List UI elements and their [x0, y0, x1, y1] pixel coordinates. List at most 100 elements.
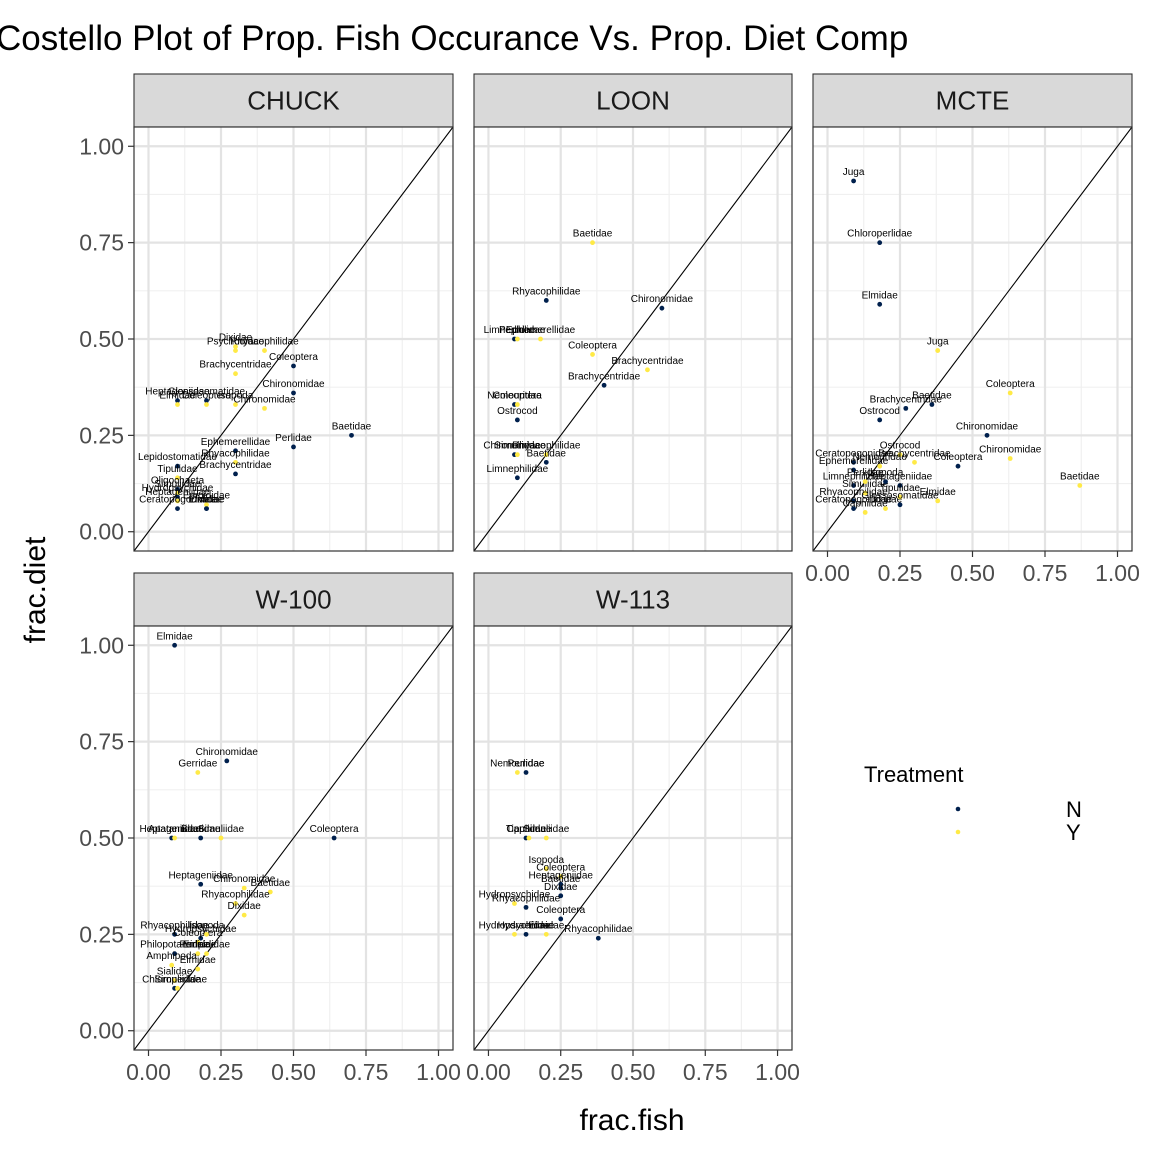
point-label: Chironomidae [233, 394, 296, 405]
data-point [877, 301, 883, 307]
point-label: Chironomidae [631, 294, 694, 305]
point-label: Isopoda [868, 468, 904, 479]
data-point [543, 866, 549, 872]
x-tick-label: 0.50 [611, 1059, 656, 1085]
point-label: Coleoptera [493, 391, 542, 402]
point-label: Coleoptera [269, 352, 318, 363]
point-label: Chironomidae [956, 421, 1019, 432]
point-label: Baetidae [573, 229, 613, 240]
point-label: Lepidostomatidae [138, 452, 217, 463]
data-point [558, 885, 564, 891]
point-label: Perlidae [275, 433, 312, 444]
point-label: Brachycentridae [568, 371, 641, 382]
point-label: Dixidae [869, 495, 903, 506]
data-point [331, 835, 337, 841]
data-point [204, 398, 209, 404]
point-label: Rhyacophilidae [140, 920, 209, 931]
legend: Treatment N Y [864, 762, 1082, 845]
point-label: Hydraenidae [498, 920, 555, 931]
data-point [877, 463, 883, 469]
facet-panels: CHUCKDixidaePsychodidaeRhyacophilidaeCol… [79, 73, 1140, 1085]
point-label: Perlidae [508, 758, 545, 769]
point-label: Elmidae [157, 631, 194, 642]
data-point [851, 506, 856, 511]
point-label: Amphipoda [146, 951, 197, 962]
point-label: Gerridae [178, 758, 217, 769]
strip-background [133, 572, 454, 627]
point-label: Baetidae [527, 448, 567, 459]
point-label: Elmidae [180, 955, 217, 966]
y-tick-label: 0.50 [79, 326, 124, 352]
data-point [897, 502, 903, 508]
point-label: Brachycentridae [199, 360, 272, 371]
panel-w-100: W-100ElmidaeChironomidaeGerridaeHeptagen… [79, 572, 461, 1085]
data-point [262, 405, 267, 411]
point-label: Coleoptera [536, 863, 585, 874]
data-point [595, 935, 601, 941]
data-point [862, 490, 868, 496]
data-point [218, 835, 224, 841]
strip-label: W-100 [255, 585, 331, 615]
point-label: Coleoptera [568, 340, 617, 351]
data-point [659, 305, 665, 311]
data-point [291, 444, 296, 450]
x-tick-label: 0.75 [683, 1059, 728, 1085]
y-tick-label: 1.00 [79, 632, 124, 658]
data-point [514, 770, 520, 775]
point-label: Simuliidae [154, 479, 201, 490]
data-point [514, 336, 520, 342]
data-point [883, 479, 888, 485]
point-label: Rhyacophilidae [564, 924, 633, 935]
data-point [241, 912, 247, 918]
point-label: Rhyacophilidae [201, 448, 270, 459]
point-label: Coleoptera [310, 824, 359, 835]
point-label: Brachycentridae [878, 448, 951, 459]
y-tick-label: 0.25 [79, 921, 124, 947]
data-point [897, 494, 903, 500]
point-label: Rhyacophilidae [512, 441, 581, 452]
data-point [512, 901, 517, 906]
point-label: Coleoptera [182, 391, 231, 402]
data-point [601, 382, 607, 388]
data-point [514, 417, 520, 423]
strip-background [133, 73, 454, 128]
point-label: Limnephilidae [823, 471, 885, 482]
point-label: Coleoptera [536, 905, 585, 916]
point-label: Ostrocod [859, 406, 900, 417]
data-point [935, 348, 941, 353]
data-point [291, 390, 296, 396]
data-point [883, 506, 888, 511]
y-tick-label: 0.00 [79, 1018, 124, 1044]
data-point [1007, 390, 1013, 396]
x-tick-label: 0.25 [878, 560, 923, 586]
data-point [558, 893, 564, 899]
data-point [851, 498, 856, 504]
strip-label: MCTE [936, 86, 1010, 116]
point-label: Empididae [183, 940, 231, 951]
x-tick-label: 0.00 [805, 560, 850, 586]
point-label: Coleoptera [934, 452, 983, 463]
data-point [175, 494, 180, 500]
point-label: Glossosomatidae [861, 491, 939, 502]
point-label: Tipulidae [157, 464, 198, 475]
y-tick-label: 0.75 [79, 729, 124, 755]
y-tick-label: 0.00 [79, 519, 124, 545]
strip-label: CHUCK [247, 86, 340, 116]
legend-n-label: N [1066, 797, 1082, 822]
point-label: Philopotamidae [140, 940, 209, 951]
point-label: Brachycentridae [199, 460, 272, 471]
data-point [862, 479, 868, 485]
point-label: Chloroperlidae [847, 229, 912, 240]
point-label: Dixidae [219, 333, 253, 344]
x-tick-label: 0.00 [466, 1059, 511, 1085]
data-point [935, 498, 941, 504]
x-tick-label: 0.75 [344, 1059, 389, 1085]
point-label: Rhyacophilidae [819, 487, 888, 498]
data-point [897, 452, 903, 458]
data-point [241, 885, 247, 891]
point-label: Baetidae [332, 421, 372, 432]
point-label: Baetidae [181, 824, 221, 835]
point-label: Capniidae [506, 824, 551, 835]
point-label: Simuliidae [842, 479, 889, 490]
